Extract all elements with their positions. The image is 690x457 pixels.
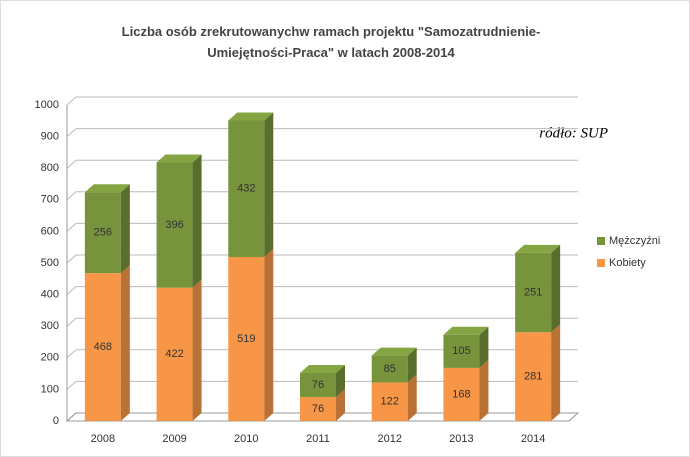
bar-segment [300,388,345,421]
grid-line [66,349,578,359]
grid-line [66,191,578,201]
legend-label: Mężczyźni [609,235,660,247]
y-tick-label: 800 [41,162,59,174]
bar-front [228,120,265,257]
bar-side [551,244,561,333]
bar-front [228,256,265,421]
data-label: 396 [165,219,183,231]
bar-segment [443,359,489,421]
x-tick-label: 2008 [91,433,115,445]
data-label: 281 [524,371,542,383]
y-tick-label: 100 [41,383,59,395]
bar-segment [371,347,417,383]
legend-label: Kobiety [609,257,646,269]
y-tick-label: 0 [53,415,59,427]
grid-line [66,317,578,327]
y-tick-label: 300 [41,320,59,332]
bar-side [264,248,274,421]
bar-top [443,326,489,335]
x-tick-label: 2012 [377,433,401,445]
bar-top [228,112,274,121]
grid-line [66,254,578,264]
x-tick-label: 2013 [449,433,473,445]
x-tick-label: 2011 [306,433,330,445]
bar-front [300,396,336,421]
bar-segment [443,326,489,368]
grid-line [66,159,578,169]
bar-top [156,154,202,163]
bar-segment [156,154,202,288]
bar-front [443,367,480,421]
bar-side [336,364,345,397]
x-tick-label: 2014 [521,433,545,445]
bar-front [300,372,336,397]
bar-segment [156,279,202,421]
y-tick-label: 600 [41,225,59,237]
legend-swatch [597,259,605,267]
annotation: ródło: SUP [539,125,608,141]
bar-side [120,265,130,421]
bar-side [551,324,561,421]
data-label: 76 [312,379,324,391]
y-tick-label: 900 [41,131,59,143]
y-tick-label: 200 [41,352,59,364]
x-tick-label: 2009 [162,433,186,445]
data-label: 122 [381,396,399,408]
data-label: 105 [452,345,470,357]
bar-side [192,154,202,288]
bar-segment [371,374,417,421]
bar-side [120,184,130,274]
data-label: 432 [237,183,255,195]
bar-side [407,347,417,383]
y-tick-label: 400 [41,289,59,301]
bar-side [479,326,489,368]
grid-line [66,128,578,137]
bar-front [156,287,193,421]
y-tick-label: 500 [41,257,59,269]
bar-side [407,374,417,421]
grid-line [66,96,578,106]
bar-segment [515,244,561,333]
data-label: 251 [524,286,542,298]
bar-top [300,364,345,373]
data-label: 85 [384,363,396,375]
data-label: 168 [452,388,470,400]
bar-side [336,388,345,421]
bar-top [84,184,130,193]
bar-side [264,112,274,257]
y-tick-label: 700 [41,194,59,206]
data-label: 76 [312,403,324,415]
data-label: 256 [94,227,112,239]
x-tick-label: 2010 [234,433,258,445]
bar-segment [228,248,274,421]
bar-side [479,359,489,421]
chart-title: Liczba osób zrekrutowanychw ramach proje… [121,24,541,60]
data-label: 468 [94,341,112,353]
bar-front [84,273,121,421]
bar-front [515,252,552,333]
bar-segment [84,265,130,421]
bar-top [371,347,417,356]
legend-swatch [597,237,605,245]
bar-side [192,279,202,421]
bar-front [515,332,552,421]
bar-segment [228,112,274,257]
bar-front [371,382,408,421]
grid-line [66,286,578,295]
grid-line [66,222,578,232]
bar-top [515,244,561,253]
data-label: 519 [237,333,255,345]
bar-front [371,355,408,383]
bar-segment [84,184,130,274]
bar-segment [515,324,561,421]
y-tick-label: 1000 [35,99,59,111]
data-label: 422 [165,348,183,360]
bar-segment [300,364,345,397]
bar-front [84,192,121,274]
bar-front [156,162,193,288]
bar-front [443,334,480,368]
